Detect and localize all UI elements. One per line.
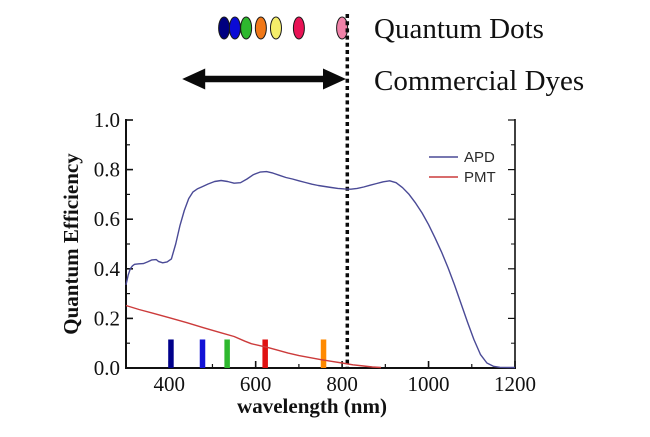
- y-axis-title: Quantum Efficiency: [59, 153, 83, 335]
- crimson-dot: [292, 16, 305, 40]
- y-tick-label: 0.2: [94, 306, 120, 330]
- x-tick-label: 600: [240, 372, 272, 396]
- x-axis-title: wavelength (nm): [237, 394, 387, 418]
- x-tick-label: 1200: [494, 372, 536, 396]
- quantum-dots-label: Quantum Dots: [374, 13, 544, 45]
- y-tick-label: 0.4: [94, 257, 121, 281]
- y-tick-label: 0.0: [94, 356, 120, 380]
- navy-bar: [168, 339, 174, 368]
- legend-pmt-label: PMT: [464, 169, 496, 186]
- emission-bars: [168, 339, 327, 368]
- yellow-dot: [269, 16, 282, 40]
- x-tick-label: 400: [153, 372, 185, 396]
- apd-curve: [125, 170, 515, 369]
- quantum-dots-row: [218, 16, 349, 40]
- green-dot: [240, 16, 253, 40]
- blue-dot: [228, 16, 241, 40]
- dyes-arrow-group: [182, 68, 346, 90]
- legend: APD PMT: [429, 149, 496, 186]
- y-ticks: 0.0 0.2 0.4 0.6 0.8 1.0: [94, 108, 515, 380]
- x-tick-label: 800: [326, 372, 358, 396]
- series-lines: [125, 170, 515, 369]
- orange-bar: [320, 339, 327, 368]
- x-tick-label: 1000: [408, 372, 450, 396]
- y-tick-label: 0.8: [94, 158, 120, 182]
- pink-dot: [336, 16, 349, 40]
- y-tick-label: 0.6: [94, 207, 120, 231]
- dyes-range-arrow: [182, 68, 346, 90]
- orange-dot: [254, 16, 267, 40]
- commercial-dyes-label: Commercial Dyes: [374, 65, 584, 97]
- y-tick-label: 1.0: [94, 108, 120, 132]
- green-bar: [224, 339, 230, 368]
- legend-apd-label: APD: [464, 149, 495, 166]
- blue-bar: [199, 339, 206, 368]
- red-bar: [262, 339, 268, 368]
- x-ticks: 400 600 800 1000 1200: [153, 361, 536, 396]
- pmt-curve: [125, 304, 382, 369]
- navy-dot: [218, 16, 231, 40]
